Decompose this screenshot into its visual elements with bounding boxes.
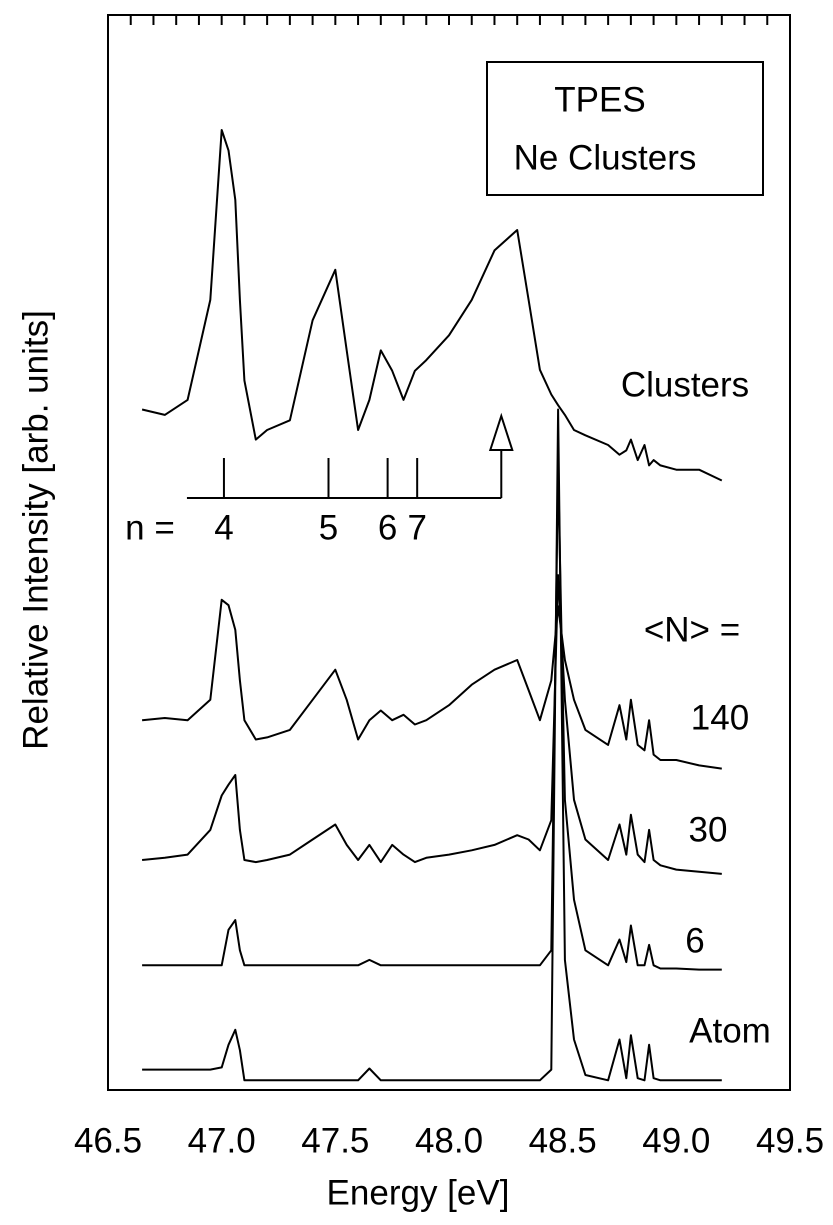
x-tick-label: 48.5 [529,1121,597,1160]
legend-box [486,61,764,196]
box-title: TPES [554,80,645,119]
y-axis-label: Relative Intensity [arb. units] [16,310,55,750]
size-label: <N> = [644,610,740,649]
x-tick-label: 48.0 [415,1121,483,1160]
series-label: Atom [689,1011,771,1050]
spectrum-line [142,598,722,770]
x-tick-label: 49.5 [756,1121,824,1160]
ladder-label: 4 [214,508,233,547]
ladder-label: 6 [378,508,397,547]
spectrum-line [142,408,722,1082]
x-tick-label: 47.0 [188,1121,256,1160]
limit-arrow-head [488,412,514,451]
spectrum-line [142,574,722,875]
series-label: 140 [691,698,749,737]
x-tick-label: 49.0 [642,1121,710,1160]
n-label: n = [125,508,175,547]
series-label: Clusters [621,365,749,404]
x-axis-label: Energy [eV] [327,1173,510,1212]
ladder-label: 5 [319,508,338,547]
x-tick-label: 46.5 [74,1121,142,1160]
series-label: 6 [685,921,704,960]
spectrum-line [141,129,723,482]
ladder-label: 7 [407,508,426,547]
box-subtitle: Ne Clusters [514,138,697,177]
series-label: 30 [689,810,728,849]
spectrum-line [142,465,722,971]
x-tick-label: 47.5 [301,1121,369,1160]
